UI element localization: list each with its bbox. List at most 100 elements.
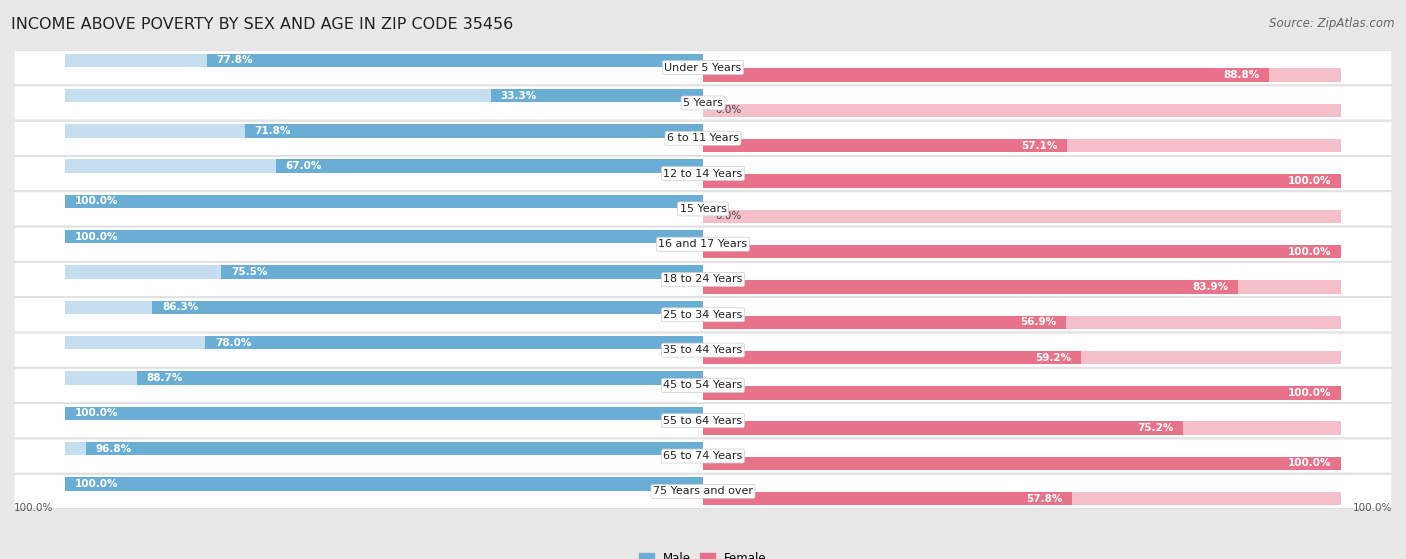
Text: 88.7%: 88.7%	[146, 373, 183, 383]
Bar	[703, 139, 1341, 153]
Bar	[703, 315, 1066, 329]
Text: 100.0%: 100.0%	[1353, 503, 1392, 513]
Text: 12 to 14 Years: 12 to 14 Years	[664, 169, 742, 178]
Bar	[703, 139, 1067, 153]
Bar	[65, 406, 703, 420]
Bar	[65, 124, 703, 138]
Text: 6 to 11 Years: 6 to 11 Years	[666, 133, 740, 143]
Bar	[65, 477, 703, 491]
Bar	[221, 266, 703, 279]
Text: 83.9%: 83.9%	[1192, 282, 1229, 292]
Text: 35 to 44 Years: 35 to 44 Years	[664, 345, 742, 355]
Text: Under 5 Years: Under 5 Years	[665, 63, 741, 73]
Bar	[703, 315, 1341, 329]
Text: 15 Years: 15 Years	[679, 204, 727, 214]
FancyBboxPatch shape	[14, 263, 1392, 296]
FancyBboxPatch shape	[14, 86, 1392, 120]
Bar	[65, 54, 703, 67]
Bar	[65, 195, 703, 208]
Bar	[207, 54, 703, 67]
Bar	[491, 89, 703, 102]
FancyBboxPatch shape	[14, 157, 1392, 191]
FancyBboxPatch shape	[14, 228, 1392, 261]
FancyBboxPatch shape	[14, 192, 1392, 226]
Text: 56.9%: 56.9%	[1021, 317, 1056, 327]
Bar	[65, 477, 703, 491]
Bar	[703, 245, 1341, 258]
Text: INCOME ABOVE POVERTY BY SEX AND AGE IN ZIP CODE 35456: INCOME ABOVE POVERTY BY SEX AND AGE IN Z…	[11, 17, 513, 32]
Text: 18 to 24 Years: 18 to 24 Years	[664, 274, 742, 285]
Bar	[703, 351, 1081, 364]
FancyBboxPatch shape	[14, 368, 1392, 402]
Bar	[65, 336, 703, 349]
Bar	[703, 174, 1341, 188]
Text: 71.8%: 71.8%	[254, 126, 291, 136]
Text: 100.0%: 100.0%	[1288, 247, 1331, 257]
Bar	[152, 301, 703, 314]
Bar	[65, 442, 703, 456]
Text: 100.0%: 100.0%	[1288, 176, 1331, 186]
Bar	[65, 301, 703, 314]
FancyBboxPatch shape	[14, 404, 1392, 438]
Text: 100.0%: 100.0%	[75, 196, 118, 206]
Bar	[703, 421, 1182, 435]
Bar	[65, 371, 703, 385]
Bar	[703, 68, 1341, 82]
Bar	[703, 351, 1341, 364]
Text: Source: ZipAtlas.com: Source: ZipAtlas.com	[1270, 17, 1395, 30]
Text: 55 to 64 Years: 55 to 64 Years	[664, 416, 742, 426]
Text: 100.0%: 100.0%	[1288, 388, 1331, 398]
Bar	[703, 457, 1341, 470]
Text: 75 Years and over: 75 Years and over	[652, 486, 754, 496]
Text: 0.0%: 0.0%	[716, 106, 742, 115]
Text: 77.8%: 77.8%	[217, 55, 253, 65]
Bar	[65, 89, 703, 102]
Bar	[138, 371, 703, 385]
Text: 100.0%: 100.0%	[14, 503, 53, 513]
Text: 100.0%: 100.0%	[1288, 458, 1331, 468]
FancyBboxPatch shape	[14, 475, 1392, 508]
Bar	[703, 174, 1341, 188]
Bar	[703, 492, 1341, 505]
Bar	[703, 280, 1341, 293]
Bar	[65, 230, 703, 244]
Text: 96.8%: 96.8%	[96, 444, 131, 453]
FancyBboxPatch shape	[14, 298, 1392, 331]
Bar	[703, 210, 1341, 223]
Text: 86.3%: 86.3%	[162, 302, 198, 312]
Bar	[65, 266, 703, 279]
Bar	[703, 103, 1341, 117]
Bar	[86, 442, 703, 456]
Text: 16 and 17 Years: 16 and 17 Years	[658, 239, 748, 249]
Bar	[65, 230, 703, 244]
Text: 45 to 54 Years: 45 to 54 Years	[664, 381, 742, 390]
Bar	[276, 159, 703, 173]
Bar	[65, 159, 703, 173]
Text: 59.2%: 59.2%	[1035, 353, 1071, 363]
Bar	[703, 492, 1071, 505]
Text: 100.0%: 100.0%	[75, 479, 118, 489]
Bar	[703, 280, 1239, 293]
Text: 100.0%: 100.0%	[75, 408, 118, 418]
FancyBboxPatch shape	[14, 439, 1392, 473]
Bar	[65, 195, 703, 208]
Bar	[245, 124, 703, 138]
Text: 67.0%: 67.0%	[285, 161, 322, 171]
Text: 25 to 34 Years: 25 to 34 Years	[664, 310, 742, 320]
Bar	[65, 406, 703, 420]
Bar	[205, 336, 703, 349]
Text: 65 to 74 Years: 65 to 74 Years	[664, 451, 742, 461]
Text: 57.1%: 57.1%	[1021, 141, 1057, 151]
FancyBboxPatch shape	[14, 333, 1392, 367]
Text: 33.3%: 33.3%	[501, 91, 537, 101]
Text: 5 Years: 5 Years	[683, 98, 723, 108]
Bar	[703, 457, 1341, 470]
Bar	[703, 386, 1341, 400]
Bar	[703, 68, 1270, 82]
Text: 100.0%: 100.0%	[75, 232, 118, 242]
Text: 75.5%: 75.5%	[231, 267, 267, 277]
Text: 75.2%: 75.2%	[1137, 423, 1173, 433]
Legend: Male, Female: Male, Female	[634, 547, 772, 559]
Text: 78.0%: 78.0%	[215, 338, 252, 348]
FancyBboxPatch shape	[14, 51, 1392, 84]
